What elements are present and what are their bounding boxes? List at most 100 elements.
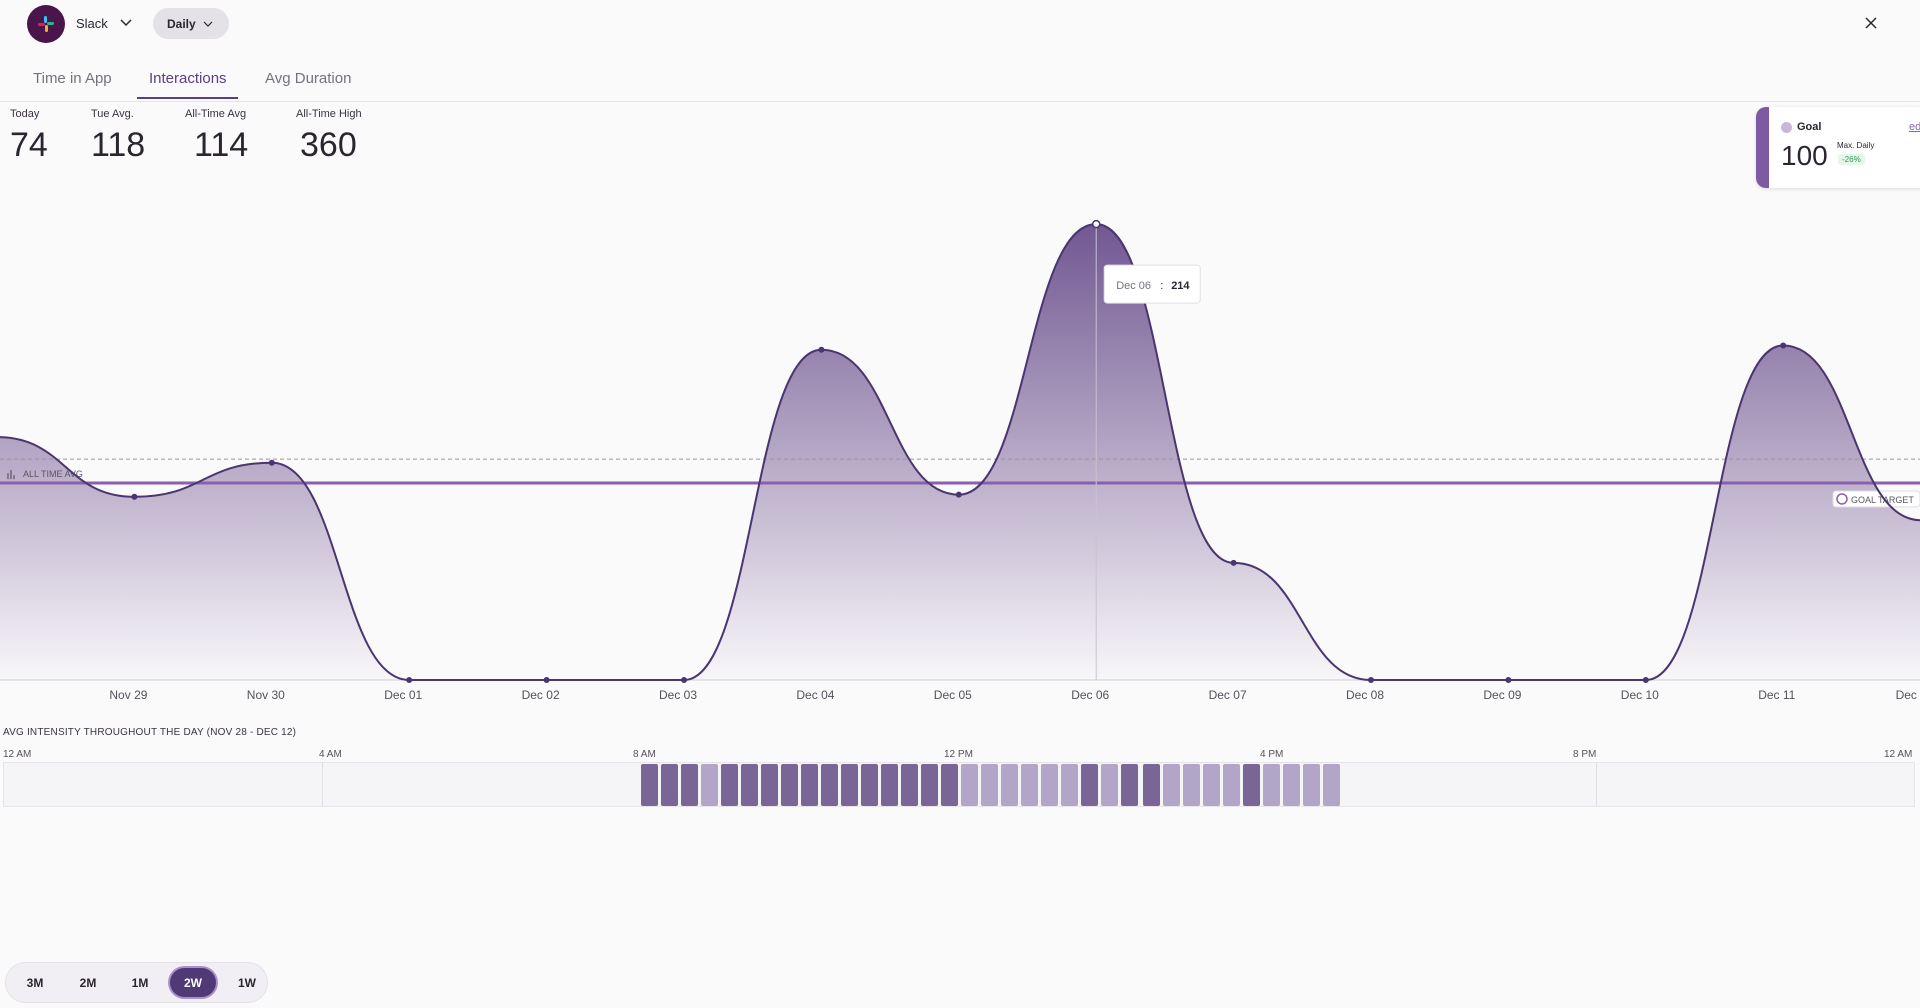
intensity-cell[interactable] [1283, 764, 1300, 806]
intensity-cell[interactable] [821, 764, 838, 806]
intensity-cell[interactable] [761, 764, 778, 806]
stat-label: All-Time Avg [185, 108, 247, 120]
stat-all-time-avg: All-Time Avg 114 [185, 108, 248, 165]
x-tick-label: Nov 29 [109, 688, 147, 702]
intensity-cell[interactable] [741, 764, 758, 806]
range-selector: 3M 2M 1M 2W 1W [5, 962, 268, 1003]
goal-delta-badge: -26% [1838, 154, 1865, 165]
goal-edit-link[interactable]: edit [1909, 121, 1920, 133]
intensity-cell[interactable] [1121, 764, 1138, 806]
range-1w-button[interactable]: 1W [238, 975, 256, 990]
bar-chart-icon [7, 470, 15, 480]
intensity-cell[interactable] [1061, 764, 1078, 806]
data-point [543, 677, 550, 683]
intensity-cell[interactable] [841, 764, 858, 806]
data-point [1230, 559, 1237, 566]
metric-tabs: Time in App Interactions Avg Duration [0, 60, 1920, 102]
intensity-cell[interactable] [701, 764, 718, 806]
x-tick-label: Dec 06 [1071, 688, 1109, 702]
tab-time-in-app[interactable]: Time in App [33, 70, 112, 87]
intensity-cell[interactable] [721, 764, 738, 806]
data-point [131, 493, 138, 500]
intensity-cell[interactable] [961, 764, 978, 806]
x-tick-label: Dec 07 [1209, 688, 1247, 702]
goal-sub-label: Max. Daily [1837, 141, 1875, 150]
stat-value: 114 [194, 126, 249, 164]
stat-value: 118 [91, 126, 146, 164]
time-label: 12 AM [3, 749, 32, 760]
data-point [681, 677, 687, 683]
intensity-cell[interactable] [981, 764, 998, 806]
intensity-strip[interactable] [3, 762, 1915, 807]
intensity-cell[interactable] [1001, 764, 1018, 806]
intensity-cell[interactable] [1243, 764, 1260, 806]
x-tick-label: Dec 01 [384, 688, 422, 702]
intensity-cell[interactable] [941, 764, 958, 806]
intensity-cell[interactable] [881, 764, 898, 806]
intensity-cell[interactable] [1081, 764, 1098, 806]
intensity-cell[interactable] [1223, 764, 1240, 806]
intensity-cell[interactable] [1163, 764, 1180, 806]
intensity-cell[interactable] [1203, 764, 1220, 806]
goal-card: Goal edit 100 Max. Daily -26% [1756, 107, 1920, 188]
x-tick-label: Dec 02 [522, 688, 560, 702]
intensity-cell[interactable] [1323, 764, 1340, 806]
intensity-cell[interactable] [1041, 764, 1058, 806]
intensity-cell[interactable] [1021, 764, 1038, 806]
intensity-cell[interactable] [1101, 764, 1118, 806]
data-point [1505, 677, 1512, 683]
intensity-cell[interactable] [901, 764, 918, 806]
tooltip-box [1103, 264, 1201, 304]
intensity-cell[interactable] [801, 764, 818, 806]
goal-target-badge [1832, 490, 1920, 508]
intensity-cell[interactable] [781, 764, 798, 806]
range-2m-button[interactable]: 2M [79, 975, 97, 990]
intensity-cell[interactable] [1143, 764, 1160, 806]
intensity-cell[interactable] [641, 764, 658, 806]
intensity-cell[interactable] [1183, 764, 1200, 806]
header: Slack Daily [0, 0, 1920, 48]
range-2w-button[interactable]: 2W [170, 968, 216, 997]
x-tick-label: Dec 09 [1483, 688, 1521, 702]
time-label: 12 PM [944, 749, 973, 760]
x-tick-label: Dec 08 [1346, 688, 1384, 702]
close-button[interactable] [1860, 12, 1882, 34]
chevron-down-icon[interactable] [118, 14, 134, 30]
intensity-cell[interactable] [661, 764, 678, 806]
stat-all-time-high: All-Time High 360 [296, 108, 362, 165]
stat-value: 360 [300, 126, 357, 164]
interactions-chart[interactable]: ALL TIME AVG GOAL TARGET Nov 29 Nov 30 Dec 0… [0, 150, 1920, 710]
intensity-cell[interactable] [861, 764, 878, 806]
data-point [1642, 677, 1649, 683]
stat-today: Today 74 [10, 108, 48, 165]
stat-label: Today [10, 108, 40, 120]
data-point [818, 346, 825, 353]
tab-interactions[interactable]: Interactions [137, 70, 238, 99]
intensity-cell[interactable] [1263, 764, 1280, 806]
series-area [0, 224, 1920, 681]
x-tick-label: Dec 12 [1896, 688, 1920, 702]
strip-divider [322, 763, 323, 806]
time-label: 8 AM [633, 749, 656, 760]
slack-logo-icon[interactable] [27, 5, 65, 43]
period-label: Daily [167, 16, 196, 31]
tab-avg-duration[interactable]: Avg Duration [265, 70, 352, 87]
all-time-avg-label: ALL TIME AVG [23, 469, 83, 479]
x-tick-label: Dec 11 [1758, 688, 1795, 702]
range-3m-button[interactable]: 3M [26, 975, 44, 990]
period-dropdown[interactable]: Daily [153, 8, 229, 39]
range-1m-button[interactable]: 1M [131, 975, 149, 990]
data-point [406, 677, 413, 683]
intensity-cell[interactable] [681, 764, 698, 806]
x-tick-label: Dec 05 [934, 688, 972, 702]
intensity-cell[interactable] [1303, 764, 1320, 806]
tooltip-value: 214 [1171, 280, 1190, 292]
tooltip-separator: : [1160, 280, 1163, 292]
app-name[interactable]: Slack [76, 16, 108, 31]
goal-title: Goal [1797, 121, 1822, 133]
intensity-cell[interactable] [921, 764, 938, 806]
data-point [1780, 342, 1787, 349]
goal-value: 100 [1781, 140, 1828, 171]
data-point [268, 459, 275, 466]
slack-hash-icon [38, 16, 54, 32]
